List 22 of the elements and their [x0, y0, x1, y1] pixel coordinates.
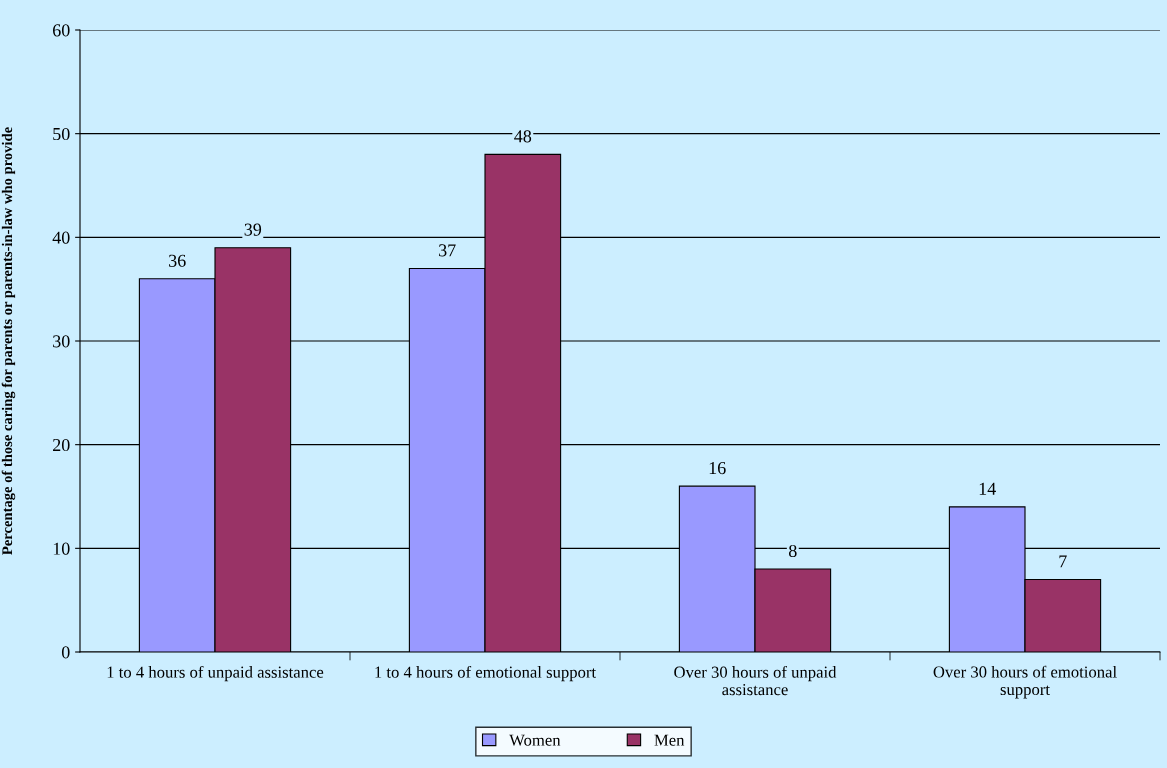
data-label: 7: [1059, 555, 1067, 568]
y-tick-label: 40: [52, 231, 70, 244]
data-label: 14: [979, 482, 996, 495]
data-label: 16: [709, 462, 726, 475]
data-label: 39: [244, 223, 262, 236]
x-tick-label: 1 to 4 hours of emotional support: [375, 665, 596, 682]
data-label: 36: [169, 254, 186, 267]
y-tick-label: 50: [53, 127, 70, 141]
y-axis-title: Percentage of those caring for parents or parents-in-law who provide: [1, 127, 16, 555]
data-label: 8: [788, 544, 797, 558]
data-label: 37: [439, 244, 456, 257]
legend-label: Men: [654, 734, 685, 746]
y-tick-label: 0: [61, 646, 70, 659]
x-tick-label: Over 30 hours of emotional support: [933, 665, 1117, 699]
x-tick-label: 1 to 4 hours of unpaid assistance: [107, 665, 324, 682]
y-tick-label: 20: [53, 438, 70, 452]
data-label: 48: [514, 130, 532, 143]
legend-label: Women: [509, 734, 561, 746]
y-tick-label: 10: [53, 542, 70, 555]
y-tick-label: 60: [53, 24, 70, 37]
x-tick-label: Over 30 hours of unpaid assistance: [674, 665, 837, 696]
y-tick-label: 30: [53, 335, 70, 348]
